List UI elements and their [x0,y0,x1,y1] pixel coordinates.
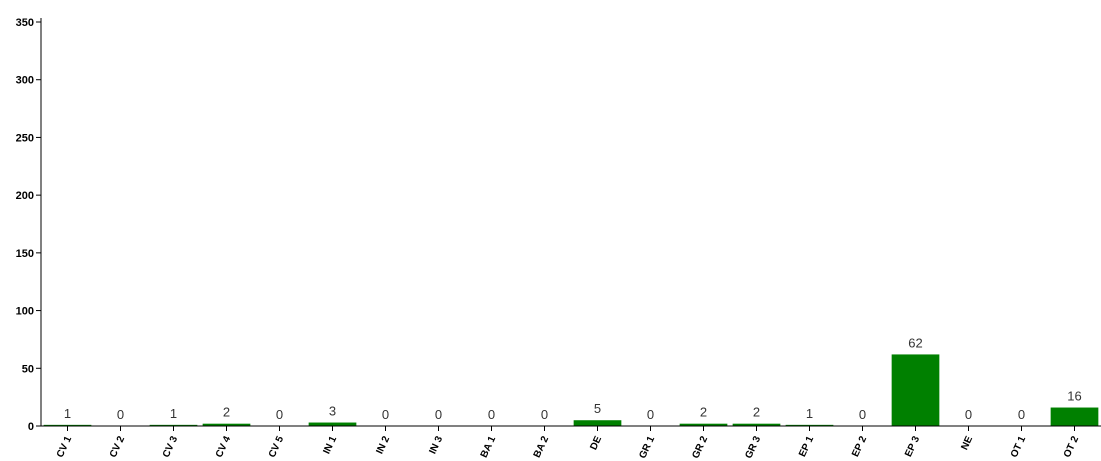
y-tick-label: 0 [28,421,34,433]
bar-value-label: 1 [170,406,177,421]
y-tick-label: 150 [16,248,34,260]
bar-value-label: 0 [859,407,866,422]
bar [308,422,357,426]
bar [732,423,781,426]
bar [202,423,251,426]
bar [891,354,940,426]
x-tick-label: GR 1 [637,434,657,460]
bar-value-label: 0 [435,407,442,422]
y-tick-label: 350 [16,17,34,29]
bar-value-label: 0 [276,407,283,422]
bar-value-label: 0 [541,407,548,422]
x-tick-label: IN 2 [374,434,392,456]
x-tick-label: EP 1 [797,434,816,459]
x-tick-label: IN 3 [427,434,445,456]
y-tick-label: 250 [16,132,34,144]
x-tick-label: GR 2 [690,434,710,460]
y-axis: 0 50 100 150 200 250 300 350 [16,17,42,433]
bar [679,423,728,426]
bar-value-label: 2 [753,405,760,420]
bar-value-label: 62 [908,335,922,350]
x-tick-label: DE [588,434,604,452]
bar [1050,407,1099,426]
x-axis: CV 1 CV 2 CV 3 CV 4 CV 5 IN 1 IN 2 IN 3 BA 1 BA 2… [41,425,1101,460]
bar-value-label: 0 [965,407,972,422]
bar-value-label: 0 [117,407,124,422]
x-tick-label: CV 5 [267,434,287,459]
bar-value-label: 2 [223,405,230,420]
bar-series [43,354,1099,426]
bar-value-label: 3 [329,404,336,419]
bar-value-label: 16 [1067,389,1081,404]
x-tick-label: EP 2 [850,434,869,459]
x-tick-label: GR 3 [743,434,763,460]
bar [785,424,834,426]
bar-value-label: 0 [647,407,654,422]
bar-value-label: 0 [382,407,389,422]
x-tick-label: IN 1 [321,434,339,456]
bar-value-label: 0 [488,407,495,422]
x-tick-label: OT 1 [1009,434,1029,459]
data-labels: 1 0 1 2 0 3 0 0 0 0 5 0 2 2 1 0 62 0 0 16 [64,335,1082,422]
x-tick-label: EP 3 [903,434,922,459]
x-tick-label: OT 2 [1062,434,1082,459]
x-tick-label: CV 3 [161,434,181,459]
bar-value-label: 2 [700,405,707,420]
x-tick-label: BA 1 [479,434,499,459]
y-tick-label: 50 [22,363,34,375]
bar-value-label: 5 [594,401,601,416]
bar [573,420,622,426]
y-tick-label: 200 [16,190,34,202]
x-tick-label: CV 4 [214,434,234,459]
bar-value-label: 1 [64,406,71,421]
x-tick-label: NE [959,434,975,452]
x-tick-label: CV 2 [108,434,128,459]
y-tick-label: 300 [16,75,34,87]
bar [43,424,92,426]
bar-value-label: 1 [806,406,813,421]
y-tick-label: 100 [16,306,34,318]
bar-value-label: 0 [1018,407,1025,422]
x-tick-label: CV 1 [55,434,75,459]
bar [149,424,198,426]
x-tick-label: BA 2 [532,434,552,459]
